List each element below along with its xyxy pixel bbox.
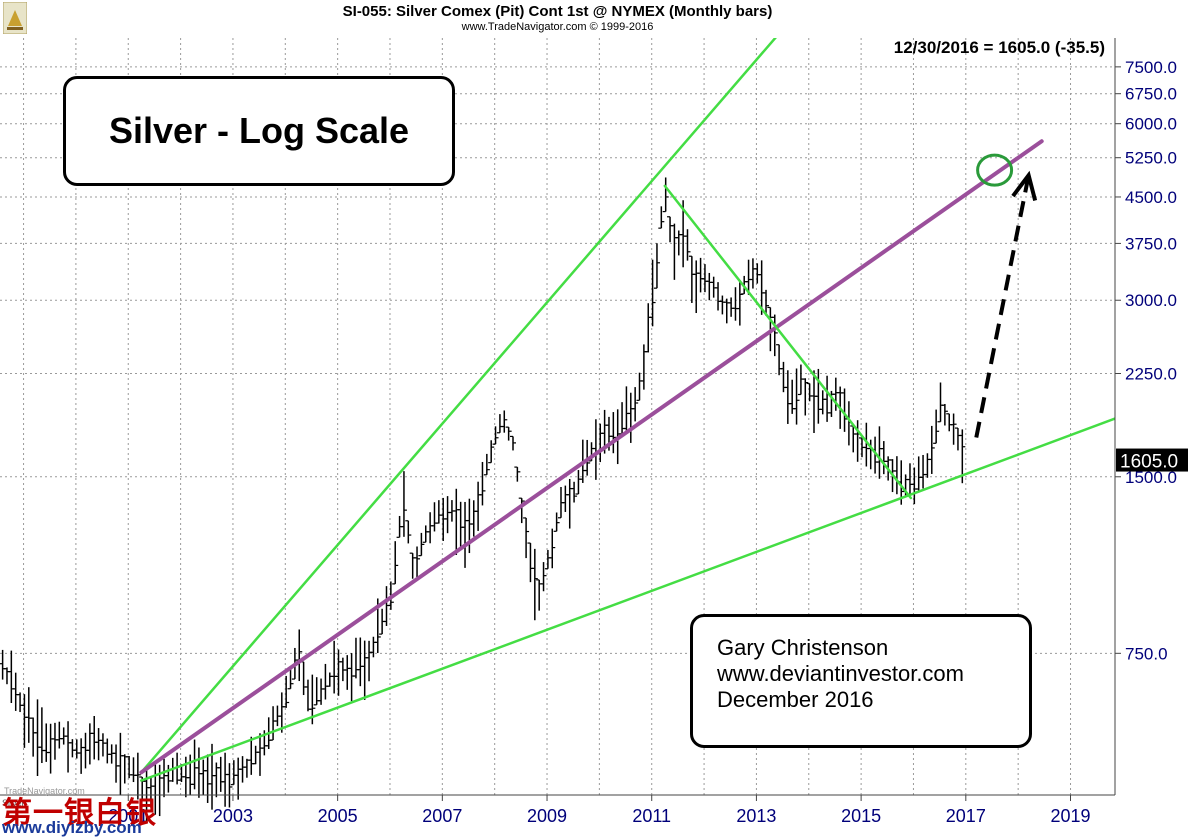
x-tick-label: 2013	[736, 806, 776, 826]
author-date: December 2016	[717, 687, 874, 712]
y-tick-label: 6000.0	[1125, 115, 1177, 134]
chart-title: SI-055: Silver Comex (Pit) Cont 1st @ NY…	[342, 3, 773, 20]
author-box: Gary Christenson www.deviantinvestor.com…	[690, 614, 1032, 748]
price-readout: 12/30/2016 = 1605.0 (-35.5)	[893, 38, 1105, 57]
last-price-box	[1116, 448, 1188, 472]
projection-arrow-head	[1011, 170, 1038, 201]
x-tick-label: 2005	[318, 806, 358, 826]
y-tick-label: 750.0	[1125, 644, 1168, 663]
y-tick-label: 3750.0	[1125, 234, 1177, 253]
x-axis-tick-labels: 2001 2003 2005 2007 2009 2011 2013 2015 2017 2019	[108, 806, 1090, 826]
watermark-site: www.diyizby.com	[2, 818, 142, 837]
y-tick-label: 5250.0	[1125, 149, 1177, 168]
author-name: Gary Christenson	[717, 635, 889, 660]
x-tick-label: 2007	[422, 806, 462, 826]
trendline-decline	[663, 184, 913, 500]
y-tick-label: 3000.0	[1125, 291, 1177, 310]
target-circle	[976, 153, 1014, 187]
trendline-channel_upper	[140, 38, 777, 774]
watermark-chinese: 第一银白银	[2, 797, 157, 830]
annotations: 1605.0	[974, 153, 1188, 473]
x-tick-label: 2003	[213, 806, 253, 826]
x-tick-label: 2019	[1050, 806, 1090, 826]
y-axis-tick-labels: 750.0 1500.0 2250.0 3000.0 3750.0 4500.0 5250.…	[1125, 58, 1177, 663]
trade-navigator-logo-icon	[3, 2, 27, 34]
x-tick-label: 2009	[527, 806, 567, 826]
watermark-symbol: Silver	[2, 798, 25, 808]
y-tick-label: 6750.0	[1125, 85, 1177, 104]
title-box: Silver - Log Scale	[63, 76, 455, 186]
last-price-label: 1605.0	[1120, 452, 1178, 473]
author-website: www.deviantinvestor.com	[717, 661, 964, 686]
x-tick-label: 2017	[946, 806, 986, 826]
y-tick-label: 2250.0	[1125, 365, 1177, 384]
title-box-text: Silver - Log Scale	[108, 110, 410, 151]
price-bars	[0, 177, 966, 824]
x-tick-label: 2001	[108, 806, 148, 826]
y-tick-label: 7500.0	[1125, 58, 1177, 77]
projection-arrow-shaft	[974, 174, 1031, 438]
x-tick-label: 2015	[841, 806, 881, 826]
trendline-mid_trend	[139, 139, 1044, 775]
y-tick-label: 1500.0	[1125, 468, 1177, 487]
watermark-tradenavigator: TradeNavigator.com	[4, 786, 85, 796]
trendline-channel_lower	[140, 417, 1115, 782]
trendlines	[139, 38, 1115, 782]
x-tick-label: 2011	[632, 806, 671, 826]
y-tick-label: 4500.0	[1125, 188, 1177, 207]
chart-copyright: www.TradeNavigator.com © 1999-2016	[461, 21, 654, 33]
